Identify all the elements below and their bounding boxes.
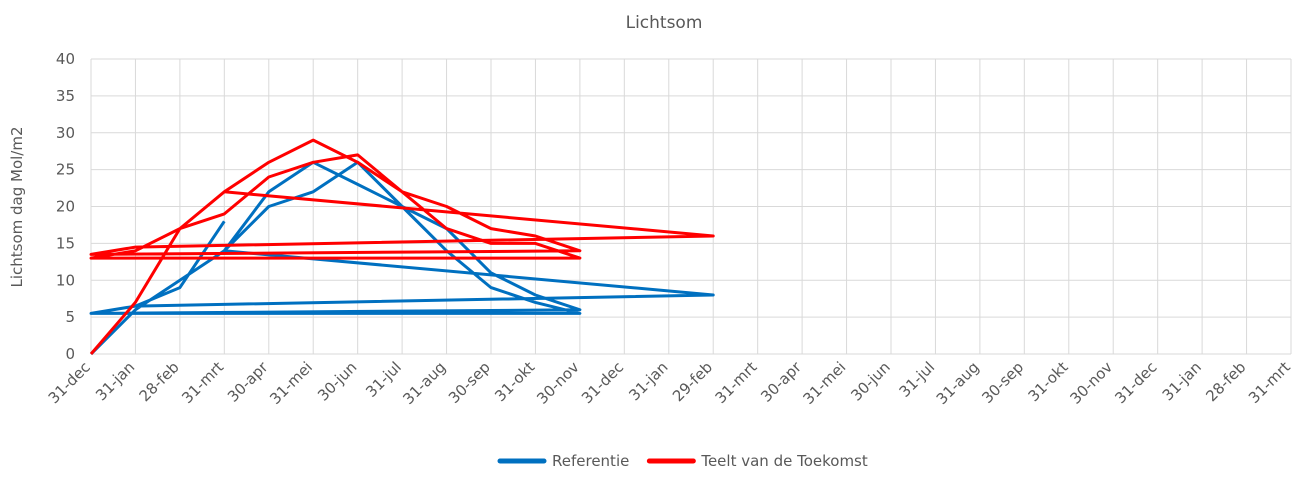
x-tick-label: 31-jan: [1159, 358, 1205, 404]
x-tick-label: 30-sep: [978, 358, 1027, 407]
x-tick-label: 28-feb: [136, 358, 183, 405]
legend-label-0: Referentie: [552, 452, 629, 470]
x-tick-label: 31-jan: [92, 358, 138, 404]
x-tick-label: 31-mrt: [712, 358, 761, 407]
y-axis-label: Lichtsom dag Mol/m2: [8, 126, 26, 287]
x-tick-label: 31-dec: [578, 358, 627, 407]
y-tick-label: 40: [56, 50, 75, 68]
x-tick-label: 30-nov: [1067, 358, 1117, 408]
x-tick-label: 30-jun: [847, 358, 893, 404]
x-tick-label: 31-jul: [896, 358, 939, 401]
x-tick-label: 31-okt: [491, 358, 538, 405]
x-tick-label: 31-aug: [399, 358, 449, 408]
x-tick-label: 31-aug: [933, 358, 983, 408]
y-axis: 0 5 10 15 20 25 30 35 40: [56, 50, 75, 363]
x-tick-label: 30-jun: [314, 358, 360, 404]
x-tick-label: 31-dec: [45, 358, 94, 407]
y-tick-label: 25: [56, 161, 75, 179]
x-tick-label: 30-sep: [445, 358, 494, 407]
y-tick-label: 10: [56, 271, 75, 289]
y-tick-label: 30: [56, 124, 75, 142]
chart-title: Lichtsom: [626, 13, 703, 33]
x-tick-label: 31-mrt: [178, 358, 227, 407]
series-line-1: [89, 138, 715, 355]
x-tick-label: 31-dec: [1111, 358, 1160, 407]
x-tick-label: 31-mrt: [1245, 358, 1294, 407]
legend: Referentie Teelt van de Toekomst: [497, 452, 868, 470]
y-tick-label: 5: [65, 308, 75, 326]
y-tick-label: 15: [56, 234, 75, 252]
legend-label-1: Teelt van de Toekomst: [700, 452, 868, 470]
x-tick-label: 31-okt: [1025, 358, 1072, 405]
x-tick-label: 29-feb: [669, 358, 716, 405]
x-tick-label: 31-mei: [800, 358, 850, 408]
series-group: [89, 138, 715, 356]
x-tick-label: 28-feb: [1202, 358, 1249, 405]
x-tick-label: 31-jan: [625, 358, 671, 404]
x-tick-label: 31-mei: [266, 358, 316, 408]
y-tick-label: 35: [56, 87, 75, 105]
y-tick-label: 0: [65, 345, 75, 363]
x-tick-label: 30-apr: [224, 358, 272, 406]
x-tick-label: 31-jul: [362, 358, 405, 401]
x-axis: 31-dec31-jan28-feb31-mrt30-apr31-mei30-j…: [45, 358, 1294, 409]
x-tick-label: 30-apr: [757, 358, 805, 406]
y-tick-label: 20: [56, 198, 75, 216]
x-tick-label: 30-nov: [533, 358, 583, 408]
